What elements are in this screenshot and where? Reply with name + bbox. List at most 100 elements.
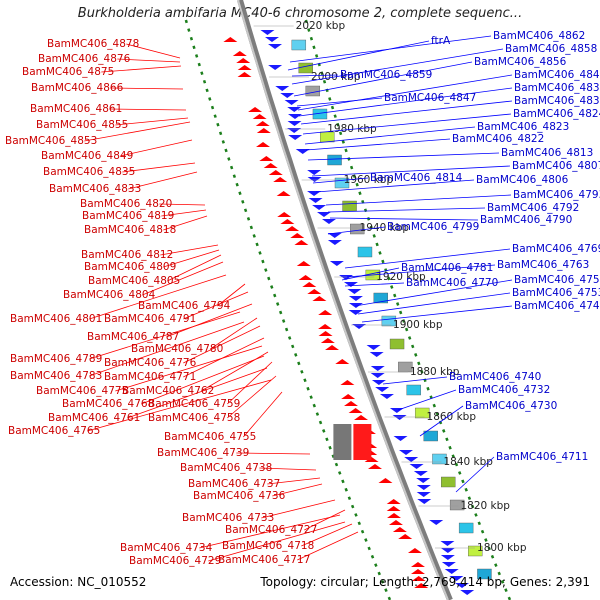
gene-label: BamMC406_4747 [514,300,600,312]
forward-gene-arrow [312,296,327,301]
forward-gene-arrow [248,107,263,112]
forward-gene-arrow [378,478,393,483]
reverse-gene-arrow [264,37,279,42]
gene-label: BamMC406_4824 [513,108,600,120]
forward-gene-arrow [237,72,252,77]
forward-gene-arrow [335,359,350,364]
gene-label: BamMC406_4813 [501,147,593,159]
gene-label: BamMC406_4755 [164,431,256,443]
backbone-arc [237,0,453,600]
gene-label: BamMC406_4732 [458,384,550,396]
reverse-gene-arrow [399,450,414,455]
forward-gene-arrow [411,576,426,581]
forward-gene-arrow [256,142,271,147]
forward-gene-arrow [236,58,251,63]
forward-gene-arrow [296,261,311,266]
leader-line [84,121,191,142]
gene-label: BamMC406_4781 [401,262,493,274]
gene-label: BamMC406_4823 [477,121,569,133]
gene-label: BamMC406_4818 [84,224,176,236]
forward-gene-arrow [307,289,322,294]
ruler-label: 1860 kbp [427,411,477,423]
forward-gene-arrow [407,548,422,553]
gene-label: BamMC406_4770 [406,277,498,289]
leader-line [304,509,346,531]
reverse-gene-arrow [287,107,302,112]
accession-text: Accession: NC_010552 [10,575,147,589]
gene-label: BamMC406_4804 [63,289,156,301]
leader-line [227,375,277,419]
reverse-gene-arrow [260,30,275,35]
leader-line [382,376,448,385]
feature-block [373,292,389,304]
feature-block [350,223,365,235]
forward-gene-arrow [348,408,363,413]
ruler-label: 1840 kbp [444,456,494,468]
forward-gene-arrow [398,534,413,539]
gene-label: BamMC406_4806 [476,174,569,186]
gene-label: BamMC406_4794 [138,300,231,312]
reverse-gene-arrow [268,65,283,70]
forward-gene-arrow [294,240,309,245]
reverse-gene-arrow [393,436,408,441]
leader-line [128,171,198,190]
leader-line [325,194,512,206]
leader-line [109,108,187,111]
gene-label: BamMC406_4876 [38,53,131,65]
gene-label: BamMC406_4858 [505,43,597,55]
leader-line [163,215,208,231]
forward-gene-arrow [386,506,401,511]
reverse-gene-arrow [343,282,358,287]
reverse-gene-arrow [307,170,322,175]
leader-line [327,226,386,235]
large-forward-block [353,424,372,460]
gene-label: BamMC406_4737 [188,478,280,490]
feature-block [432,453,447,465]
leader-line [301,523,353,547]
forward-gene-arrow [302,282,317,287]
leader-line [297,531,359,561]
feature-block [441,476,456,488]
leader-line [141,355,265,405]
leader-line [183,325,261,364]
leader-line [397,389,457,411]
reverse-gene-arrow [316,212,331,217]
gene-label: BamMC406_4859 [340,69,432,81]
forward-gene-arrow [255,121,270,126]
reverse-gene-arrow [339,275,354,280]
reverse-gene-arrow [348,310,363,315]
gene-label: BamMC406_4791 [104,313,196,325]
gene-label: BamMC406_4861 [30,103,122,115]
gene-label: BamMC406_4807 [512,160,600,172]
reverse-gene-arrow [321,219,336,224]
reverse-gene-arrow [284,100,299,105]
leader-line [120,139,193,157]
leader-line [87,379,272,432]
reverse-gene-arrow [417,499,432,504]
leader-line [344,248,511,269]
reverse-gene-arrow [275,86,290,91]
gene-label: BamMC406_4812 [81,249,173,261]
leader-line [419,405,464,437]
feature-block [357,246,373,258]
gene-label: BamMC406_4878 [47,38,139,50]
reverse-gene-arrow [307,177,322,182]
reverse-gene-arrow [370,366,385,371]
reverse-gene-arrow [440,541,455,546]
forward-gene-arrow [410,569,425,574]
forward-gene-arrow [386,499,401,504]
forward-gene-arrow [414,583,429,588]
leader-line [293,61,473,97]
reverse-gene-arrow [327,233,342,238]
forward-gene-arrow [388,520,403,525]
ruler-label: 1820 kbp [460,500,510,512]
leader-line [329,217,479,221]
gene-label: BamMC406_4801 [10,313,102,325]
feature-block [342,200,357,212]
gene-label: BamMC406_4734 [120,542,213,554]
reverse-gene-arrow [327,240,342,245]
forward-gene-arrow [320,338,335,343]
leader-line [163,249,220,268]
forward-gene-arrow [276,191,291,196]
